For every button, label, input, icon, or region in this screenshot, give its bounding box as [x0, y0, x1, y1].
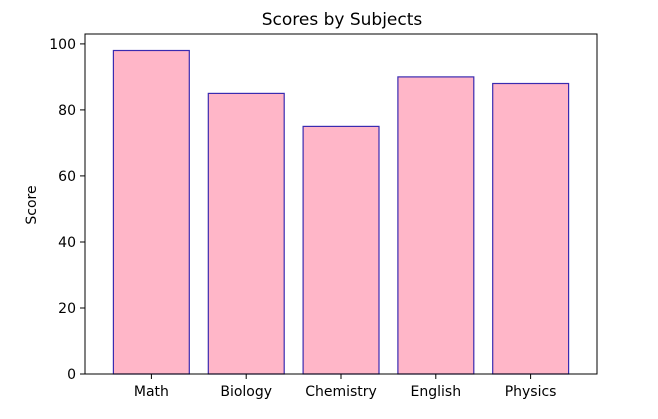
bar-math [112, 49, 190, 375]
y-tick-label: 40 [58, 235, 76, 251]
y-tick-label: 100 [49, 37, 76, 53]
y-tick-label: 20 [58, 301, 76, 317]
plot-frame [84, 33, 598, 375]
x-tick-label: Math [134, 384, 169, 400]
bar-chemistry [302, 125, 380, 375]
x-ticks-group: Math Biology Chemistry English Physics [134, 374, 557, 400]
x-tick-label: Chemistry [305, 384, 377, 400]
y-axis-label: Score [24, 185, 40, 224]
bar-biology [207, 92, 285, 375]
y-tick-label: 60 [58, 169, 76, 185]
x-tick-label: Biology [220, 384, 272, 400]
y-tick-label: 0 [67, 367, 76, 383]
y-tick-label: 80 [58, 103, 76, 119]
chart-title: Scores by Subjects [262, 10, 423, 30]
bar-physics [492, 82, 570, 375]
x-tick-label: English [411, 384, 462, 400]
bars-group [112, 49, 570, 375]
y-ticks-group: 0 20 40 60 80 100 [49, 37, 85, 383]
bar-english [397, 76, 475, 375]
x-tick-label: Physics [505, 384, 557, 400]
